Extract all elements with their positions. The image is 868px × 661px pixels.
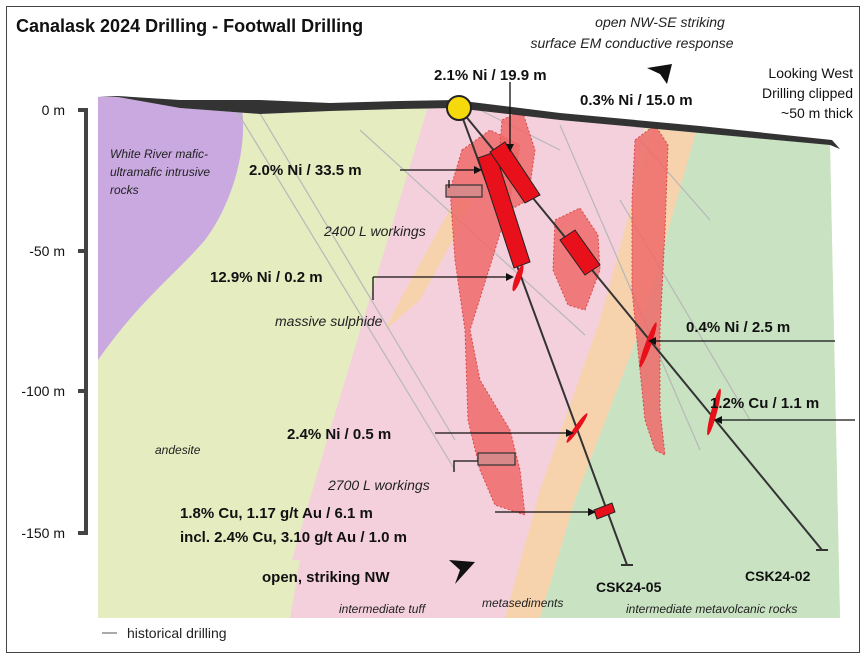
leader-arrowheads — [474, 144, 722, 516]
metavolcanic-unit — [540, 100, 840, 618]
massive-sulphide-label: massive sulphide — [275, 313, 383, 329]
intercept-bars — [477, 141, 616, 520]
intercept-label-5: 0.4% Ni / 2.5 m — [686, 319, 790, 336]
view-note-line3: ~50 m thick — [781, 105, 854, 121]
workings-2400-level — [445, 184, 483, 198]
intrusive-unit — [98, 97, 244, 360]
intercept-bar-1 — [477, 151, 531, 269]
intercept-label-6: 1.2% Cu / 1.1 m — [710, 395, 819, 412]
workings-2700-label: 2700 L workings — [327, 477, 430, 493]
legend-historical-label: historical drilling — [127, 625, 227, 641]
intercept-label-2: 0.3% Ni / 15.0 m — [580, 92, 693, 109]
leader-lines — [372, 82, 855, 513]
east-lens — [631, 124, 669, 456]
depth-scale-bar — [78, 108, 88, 535]
depth-tick-0: 0 m — [42, 102, 65, 118]
nw-strike-arrow-icon — [449, 560, 475, 584]
figure-frame — [6, 6, 860, 653]
intrusive-label-line3: rocks — [110, 183, 139, 197]
depth-tick-150: -150 m — [21, 525, 65, 541]
andesite-label: andesite — [155, 443, 201, 457]
view-note-line2: Drilling clipped — [762, 85, 853, 101]
intercept-bar-2 — [489, 141, 541, 204]
em-response-note-line1: open NW-SE striking — [595, 14, 725, 30]
intercept-label-8-line1: 1.8% Cu, 1.17 g/t Au / 6.1 m — [180, 505, 373, 522]
surface-topography — [98, 96, 840, 149]
depth-tick-labels: 0 m -50 m -100 m -150 m — [21, 102, 65, 541]
metasediments-label: metasediments — [482, 596, 563, 610]
em-response-note-line2: surface EM conductive response — [530, 35, 733, 51]
intrusive-label-line1: White River mafic- — [110, 147, 208, 161]
intercept-label-1: 2.1% Ni / 19.9 m — [434, 67, 547, 84]
intercept-slivers — [512, 264, 721, 443]
tuff-label: intermediate tuff — [339, 602, 427, 616]
intrusive-label-line2: ultramafic intrusive — [110, 165, 210, 179]
drill-collar — [446, 95, 472, 121]
intercept-label-8-line2: incl. 2.4% Cu, 3.10 g/t Au / 1.0 m — [180, 529, 407, 546]
hole-label-csk24-05: CSK24-05 — [596, 579, 662, 595]
workings-2700-level — [477, 452, 516, 466]
depth-tick-100: -100 m — [21, 383, 65, 399]
depth-tick-50: -50 m — [29, 243, 65, 259]
nw-se-strike-arrow-icon — [647, 64, 672, 84]
figure-title: Canalask 2024 Drilling - Footwall Drilli… — [16, 16, 363, 36]
hole-label-csk24-02: CSK24-02 — [745, 568, 811, 584]
intercept-bar-4 — [593, 502, 616, 520]
metasediment-band-west — [385, 200, 475, 330]
workings-2400-label: 2400 L workings — [323, 223, 426, 239]
view-note-line1: Looking West — [768, 65, 853, 81]
open-nw-label: open, striking NW — [262, 569, 390, 586]
intercept-bar-3 — [559, 229, 601, 276]
intercept-label-7: 2.4% Ni / 0.5 m — [287, 426, 391, 443]
metavolcanic-label: intermediate metavolcanic rocks — [626, 602, 797, 616]
intercept-label-4: 12.9% Ni / 0.2 m — [210, 269, 323, 286]
intercept-label-3: 2.0% Ni / 33.5 m — [249, 162, 362, 179]
